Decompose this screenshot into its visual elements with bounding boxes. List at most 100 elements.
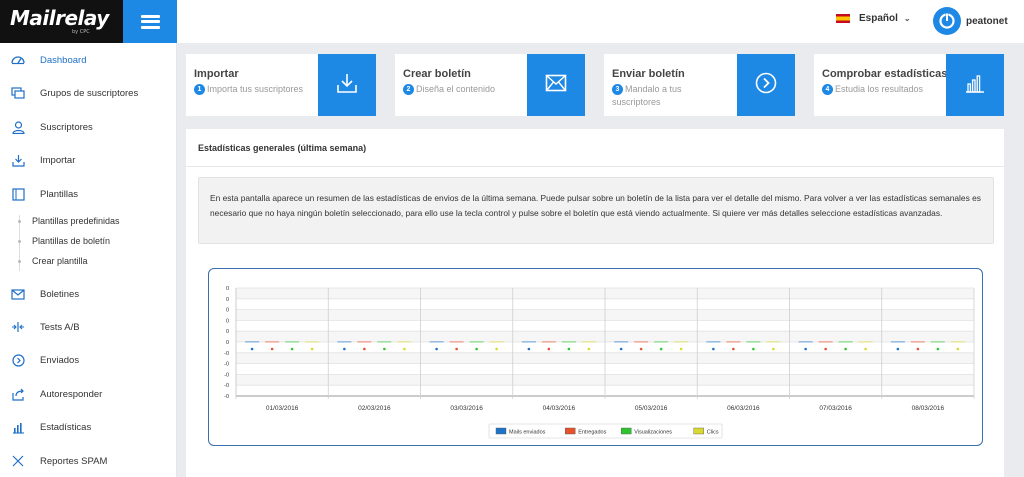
user-menu[interactable]: peatonet bbox=[933, 7, 1008, 35]
mailrelay-logo[interactable]: Mailrelay by CPC bbox=[0, 0, 123, 43]
hamburger-icon bbox=[140, 14, 160, 29]
statistics-action-button[interactable] bbox=[946, 54, 1004, 116]
sidebar-item-spam-reports[interactable]: Reportes SPAM bbox=[0, 449, 177, 473]
data-point-marker bbox=[270, 347, 274, 351]
sidebar-item-label: Grupos de suscriptores bbox=[40, 87, 139, 99]
bar bbox=[674, 341, 689, 343]
data-point-marker bbox=[679, 347, 683, 351]
send-newsletter-action-button[interactable] bbox=[737, 54, 795, 116]
data-point-marker bbox=[527, 347, 531, 351]
language-selector[interactable]: Español ⌄ bbox=[836, 13, 911, 24]
sidebar-item-label: Dashboard bbox=[40, 54, 87, 66]
language-label: Español bbox=[859, 13, 898, 24]
envelope-icon bbox=[545, 74, 567, 97]
subitem-label: Plantillas de boletín bbox=[32, 236, 111, 246]
bar bbox=[654, 341, 669, 343]
x-tick-label: 02/03/2016 bbox=[358, 405, 391, 412]
sidebar-item-label: Suscriptores bbox=[40, 121, 93, 133]
sidebar-item-autoresponder[interactable]: Autoresponder bbox=[0, 382, 177, 406]
bullet-icon bbox=[18, 239, 21, 243]
sidebar-item-statistics[interactable]: Estadísticas bbox=[0, 415, 177, 439]
data-point-marker bbox=[772, 347, 775, 351]
step-number: 2 bbox=[403, 84, 414, 95]
card-subtitle: 4 Estudia los resultados bbox=[822, 83, 937, 96]
bar bbox=[285, 341, 300, 343]
legend-swatch bbox=[565, 427, 576, 435]
bullet-icon bbox=[18, 219, 21, 223]
bar bbox=[746, 341, 761, 343]
download-icon bbox=[336, 72, 358, 99]
username: peatonet bbox=[966, 15, 1008, 27]
bar bbox=[449, 341, 464, 343]
top-bar: Español ⌄ peatonet bbox=[177, 0, 1024, 43]
info-box: En esta pantalla aparece un resumen de l… bbox=[198, 177, 994, 244]
sidebar-item-sent[interactable]: Enviados bbox=[0, 348, 177, 372]
stats-chart: 000000-0-0-0-0-001/03/2016000002/03/2016… bbox=[208, 268, 983, 446]
bar bbox=[910, 341, 925, 343]
data-point-marker bbox=[343, 347, 346, 351]
data-point-marker bbox=[310, 347, 314, 351]
y-tick-label: 0 bbox=[226, 318, 229, 324]
sidebar-item-label: Autoresponder bbox=[40, 388, 103, 400]
bar bbox=[377, 341, 392, 343]
bar bbox=[265, 341, 280, 343]
stats-panel: Estadísticas generales (última semana) E… bbox=[186, 129, 1004, 477]
data-point-marker bbox=[659, 347, 663, 351]
sidebar-item-newsletters[interactable]: Boletines bbox=[0, 282, 177, 306]
legend-label: Clics bbox=[707, 430, 719, 436]
bar bbox=[305, 341, 320, 343]
card-create-newsletter[interactable]: Crear boletín 2 Diseña el contenido bbox=[395, 54, 585, 116]
card-text: Mandalo a tus suscriptores bbox=[612, 84, 682, 107]
chevron-down-icon: ⌄ bbox=[903, 14, 911, 23]
menu-toggle-button[interactable] bbox=[123, 0, 177, 43]
bar bbox=[541, 341, 556, 343]
sidebar-item-templates[interactable]: Plantillas bbox=[0, 182, 177, 206]
data-point-marker bbox=[824, 347, 827, 351]
dashboard-gauge-icon bbox=[11, 53, 25, 67]
bar bbox=[581, 341, 596, 343]
data-point-marker bbox=[936, 347, 940, 351]
card-import[interactable]: Importar 1 Importa tus suscriptores bbox=[186, 54, 376, 116]
sidebar-item-subscribers[interactable]: Suscriptores bbox=[0, 115, 177, 139]
data-point-marker bbox=[956, 347, 960, 351]
data-point-marker bbox=[844, 347, 847, 351]
data-point-marker bbox=[639, 347, 643, 351]
legend-label: Entregados bbox=[578, 430, 606, 436]
data-point-marker bbox=[864, 347, 867, 351]
subitem-newsletter-templates[interactable]: Plantillas de boletín bbox=[18, 233, 110, 249]
sidebar-item-label: Plantillas bbox=[40, 188, 79, 200]
y-tick-label: -0 bbox=[224, 362, 229, 368]
bar bbox=[838, 341, 853, 343]
card-check-statistics[interactable]: Comprobar estadísticas 4 Estudia los resu… bbox=[814, 54, 1004, 116]
reply-icon bbox=[11, 387, 25, 401]
bar bbox=[890, 341, 905, 343]
bar bbox=[245, 341, 260, 343]
bar bbox=[950, 341, 965, 343]
create-newsletter-action-button[interactable] bbox=[527, 54, 585, 116]
bar bbox=[726, 341, 741, 343]
subitem-predefined-templates[interactable]: Plantillas predefinidas bbox=[18, 213, 120, 229]
card-subtitle: 2 Diseña el contenido bbox=[403, 83, 518, 96]
bar bbox=[429, 341, 444, 343]
subitem-label: Crear plantilla bbox=[32, 256, 88, 266]
import-action-button[interactable] bbox=[318, 54, 376, 116]
sidebar-item-label: Reportes SPAM bbox=[40, 455, 108, 467]
sidebar: Dashboard Grupos de suscriptores Suscrip… bbox=[0, 43, 177, 477]
card-send-newsletter[interactable]: Enviar boletín 3 Mandalo a tus suscriptor… bbox=[604, 54, 795, 116]
x-tick-label: 05/03/2016 bbox=[635, 405, 668, 412]
bar-chart-icon bbox=[964, 72, 986, 99]
x-tick-label: 03/03/2016 bbox=[450, 405, 483, 412]
sidebar-item-import[interactable]: Importar bbox=[0, 148, 177, 172]
sidebar-item-groups[interactable]: Grupos de suscriptores bbox=[0, 81, 177, 105]
sidebar-item-label: Enviados bbox=[40, 354, 80, 366]
sidebar-item-label: Estadísticas bbox=[40, 421, 92, 433]
card-title: Importar bbox=[194, 68, 239, 80]
bar bbox=[614, 341, 629, 343]
data-point-marker bbox=[547, 347, 551, 351]
sidebar-item-dashboard[interactable]: Dashboard bbox=[0, 48, 177, 72]
sidebar-item-ab-tests[interactable]: Tests A/B bbox=[0, 315, 177, 339]
card-text: Importa tus suscriptores bbox=[207, 84, 304, 94]
circle-arrow-icon bbox=[755, 72, 777, 99]
data-point-marker bbox=[916, 347, 920, 351]
subitem-create-template[interactable]: Crear plantilla bbox=[18, 253, 88, 269]
